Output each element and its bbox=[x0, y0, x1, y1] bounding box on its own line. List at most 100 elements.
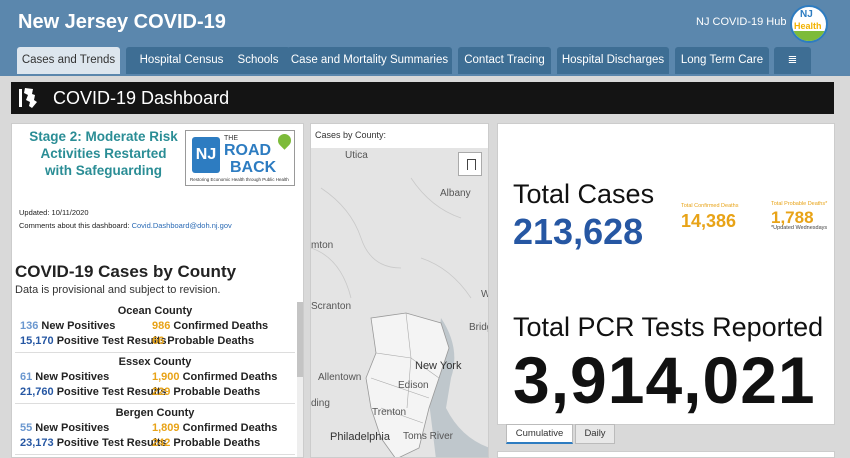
confirmed-deaths-value: 1,809 bbox=[152, 422, 180, 434]
tab-cases-and-trends[interactable]: Cases and Trends bbox=[17, 47, 120, 74]
road-back-banner[interactable]: NJ THE ROAD BACK Restoring Economic Heal… bbox=[185, 130, 295, 186]
place-label: Scranton bbox=[311, 301, 352, 312]
bottom-panel bbox=[497, 451, 835, 458]
tab-cumulative[interactable]: Cumulative bbox=[506, 424, 573, 444]
new-positives-value: 55 bbox=[20, 422, 33, 434]
confirmed-deaths-label: Confirmed Deaths bbox=[170, 320, 269, 332]
county-name: Bergen County bbox=[115, 407, 195, 419]
top-header: New Jersey COVID-19 NJ COVID-19 Hub NJ H… bbox=[0, 0, 850, 76]
positive-results-label: Positive Test Results bbox=[53, 335, 167, 347]
probable-deaths-note: *Updated Wednesdays bbox=[771, 225, 828, 231]
tab-hospital-census[interactable]: Hospital Census bbox=[126, 47, 237, 74]
probable-deaths-label: Probable Deaths bbox=[170, 386, 261, 398]
county-probable-deaths: 242 Probable Deaths bbox=[152, 437, 260, 449]
new-positives-label: New Positives bbox=[32, 371, 110, 383]
app-title[interactable]: New Jersey COVID-19 bbox=[18, 11, 226, 33]
hub-link[interactable]: NJ COVID-19 Hub bbox=[696, 16, 787, 28]
map-title: Cases by County: bbox=[315, 130, 387, 140]
probable-deaths-value: 242 bbox=[152, 437, 171, 449]
map-header: Cases by County: bbox=[311, 124, 488, 148]
place-label: Albany bbox=[440, 188, 471, 199]
positive-results-value: 21,760 bbox=[20, 386, 54, 398]
place-label: Edison bbox=[398, 380, 429, 391]
county-note: Data is provisional and subject to revis… bbox=[15, 284, 221, 296]
county-map[interactable]: Cases by County: Utica Albany mton Scran… bbox=[310, 123, 489, 458]
comments-prefix: Comments about this dashboard: bbox=[19, 221, 132, 230]
road-back-nj-icon: NJ bbox=[192, 137, 220, 173]
place-label: Philadelphia bbox=[330, 431, 390, 443]
logo-nj-text: NJ bbox=[800, 9, 813, 20]
probable-deaths-value: 1,788 bbox=[771, 208, 814, 227]
probable-deaths-value: 229 bbox=[152, 386, 171, 398]
county-confirmed-deaths: 1,809 Confirmed Deaths bbox=[152, 422, 277, 434]
pcr-tests-value: 3,914,021 bbox=[513, 343, 816, 417]
tab-schools[interactable]: Schools bbox=[226, 47, 290, 74]
road-back-back: BACK bbox=[230, 159, 277, 176]
comments-line: Comments about this dashboard: Covid.Das… bbox=[19, 221, 232, 230]
list-menu-icon[interactable]: ≣ bbox=[774, 47, 811, 74]
place-label: ding bbox=[311, 398, 330, 409]
probable-deaths-label: Probable Deaths bbox=[164, 335, 255, 347]
dashboard-title: COVID-19 Dashboard bbox=[53, 88, 230, 108]
county-new-positives: 61 New Positives bbox=[20, 371, 109, 383]
positive-results-label: Positive Test Results bbox=[53, 386, 167, 398]
tab-case-mortality-summaries[interactable]: Case and Mortality Summaries bbox=[287, 47, 452, 74]
dashboard-bar: COVID-19 Dashboard bbox=[11, 82, 834, 114]
pcr-tests-label: Total PCR Tests Reported bbox=[513, 312, 824, 342]
map-pin-icon bbox=[275, 131, 294, 150]
confirmed-deaths-label: Total Confirmed Deaths bbox=[681, 203, 739, 209]
county-list-scrollbar[interactable] bbox=[297, 302, 303, 457]
probable-deaths-label: Probable Deaths bbox=[170, 437, 261, 449]
positive-results-value: 23,173 bbox=[20, 437, 54, 449]
confirmed-deaths-value: 14,386 bbox=[681, 211, 737, 231]
probable-deaths-value: 66 bbox=[152, 335, 165, 347]
place-label: Toms River bbox=[403, 431, 454, 442]
county-new-positives: 55 New Positives bbox=[20, 422, 109, 434]
logo-health-text: Health bbox=[794, 21, 822, 31]
road-back-tagline: Restoring Economic Health through Public… bbox=[190, 177, 289, 182]
total-cases-value: 213,628 bbox=[513, 211, 644, 252]
county-item[interactable]: Ocean County 136 New Positives 986 Confi… bbox=[15, 302, 295, 353]
new-positives-value: 61 bbox=[20, 371, 33, 383]
tab-hospital-discharges[interactable]: Hospital Discharges bbox=[557, 47, 669, 74]
county-name: Ocean County bbox=[117, 305, 193, 317]
county-new-positives: 136 New Positives bbox=[20, 320, 115, 332]
logo-band bbox=[792, 31, 826, 41]
road-back-road: ROAD bbox=[224, 142, 272, 159]
bookmark-icon[interactable] bbox=[458, 152, 482, 176]
county-positive-results: 15,170 Positive Test Results bbox=[20, 335, 167, 347]
confirmed-deaths-label: Confirmed Deaths bbox=[179, 371, 278, 383]
county-item[interactable]: Essex County 61 New Positives 1,900 Conf… bbox=[15, 353, 295, 404]
nj-health-logo[interactable]: NJ Health bbox=[790, 5, 828, 43]
new-positives-label: New Positives bbox=[32, 422, 110, 434]
scrollbar-thumb[interactable] bbox=[297, 302, 303, 377]
confirmed-deaths-value: 986 bbox=[152, 320, 171, 332]
tab-contact-tracing[interactable]: Contact Tracing bbox=[458, 47, 551, 74]
new-positives-label: New Positives bbox=[38, 320, 116, 332]
place-label: New York bbox=[415, 360, 462, 372]
positive-results-label: Positive Test Results bbox=[53, 437, 167, 449]
place-label: Utica bbox=[345, 150, 368, 161]
place-label: Trenton bbox=[372, 407, 407, 418]
place-label: W bbox=[481, 289, 488, 300]
county-confirmed-deaths: 1,900 Confirmed Deaths bbox=[152, 371, 277, 383]
tab-daily[interactable]: Daily bbox=[575, 424, 615, 444]
county-positive-results: 23,173 Positive Test Results bbox=[20, 437, 167, 449]
place-label: Allentown bbox=[318, 372, 362, 383]
total-cases-label: Total Cases bbox=[513, 179, 655, 209]
county-name: Essex County bbox=[118, 356, 192, 368]
left-panel: Stage 2: Moderate Risk Activities Restar… bbox=[11, 123, 304, 458]
stats-panel: Total Cases 213,628 Total Confirmed Deat… bbox=[497, 123, 835, 425]
road-back-the: THE bbox=[224, 135, 238, 142]
tab-long-term-care[interactable]: Long Term Care bbox=[675, 47, 769, 74]
new-positives-value: 136 bbox=[20, 320, 39, 332]
nj-state-icon bbox=[19, 88, 37, 108]
confirmed-deaths-value: 1,900 bbox=[152, 371, 180, 383]
county-probable-deaths: 229 Probable Deaths bbox=[152, 386, 260, 398]
county-heading: COVID-19 Cases by County bbox=[15, 262, 237, 281]
probable-deaths-label: Total Probable Deaths* bbox=[771, 201, 828, 207]
place-label: mton bbox=[311, 240, 334, 251]
place-label: Bridg bbox=[469, 322, 488, 333]
comments-email-link[interactable]: Covid.Dashboard@doh.nj.gov bbox=[131, 221, 232, 230]
county-item[interactable]: Bergen County 55 New Positives 1,809 Con… bbox=[15, 404, 295, 455]
